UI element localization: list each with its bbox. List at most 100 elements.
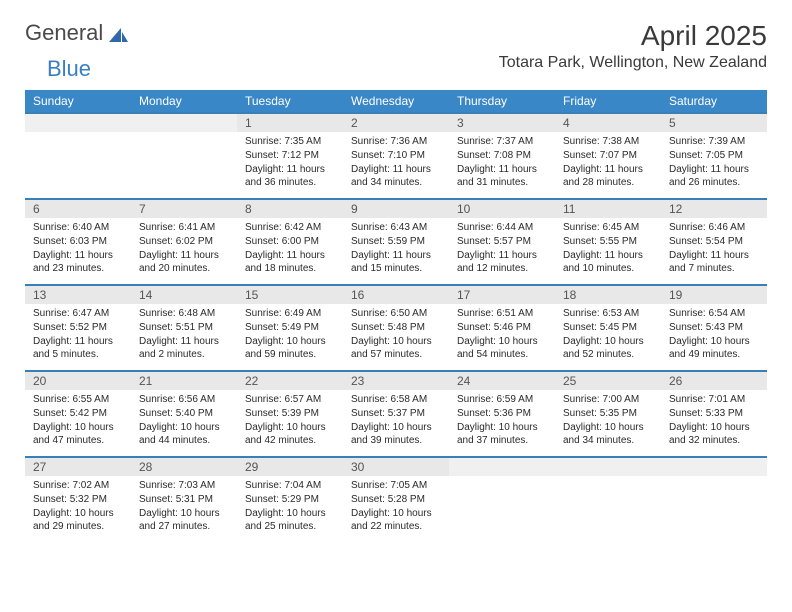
daylight-line: Daylight: 11 hours and 36 minutes. xyxy=(245,163,335,189)
sunrise-line: Sunrise: 6:59 AM xyxy=(457,393,547,406)
calendar-day-cell xyxy=(661,457,767,543)
daylight-line: Daylight: 10 hours and 47 minutes. xyxy=(33,421,123,447)
calendar-day-cell xyxy=(555,457,661,543)
day-number-bar: 22 xyxy=(237,372,343,390)
sunrise-line: Sunrise: 6:41 AM xyxy=(139,221,229,234)
sunrise-line: Sunrise: 7:03 AM xyxy=(139,479,229,492)
daylight-line: Daylight: 11 hours and 28 minutes. xyxy=(563,163,653,189)
sunrise-line: Sunrise: 7:35 AM xyxy=(245,135,335,148)
day-header: Friday xyxy=(555,90,661,113)
day-number-bar: 6 xyxy=(25,200,131,218)
sunset-line: Sunset: 5:45 PM xyxy=(563,321,653,334)
daylight-line: Daylight: 11 hours and 18 minutes. xyxy=(245,249,335,275)
day-details: Sunrise: 6:45 AMSunset: 5:55 PMDaylight:… xyxy=(555,218,661,280)
day-details: Sunrise: 6:44 AMSunset: 5:57 PMDaylight:… xyxy=(449,218,555,280)
day-number-bar: 24 xyxy=(449,372,555,390)
sunrise-line: Sunrise: 7:00 AM xyxy=(563,393,653,406)
sunrise-line: Sunrise: 7:37 AM xyxy=(457,135,547,148)
daylight-line: Daylight: 11 hours and 26 minutes. xyxy=(669,163,759,189)
day-details: Sunrise: 7:37 AMSunset: 7:08 PMDaylight:… xyxy=(449,132,555,194)
calendar-day-cell xyxy=(25,113,131,199)
calendar-day-cell: 17Sunrise: 6:51 AMSunset: 5:46 PMDayligh… xyxy=(449,285,555,371)
sunset-line: Sunset: 5:31 PM xyxy=(139,493,229,506)
title-block: April 2025 Totara Park, Wellington, New … xyxy=(499,20,767,72)
calendar-day-cell: 30Sunrise: 7:05 AMSunset: 5:28 PMDayligh… xyxy=(343,457,449,543)
sunrise-line: Sunrise: 6:43 AM xyxy=(351,221,441,234)
calendar-day-cell xyxy=(449,457,555,543)
daylight-line: Daylight: 10 hours and 34 minutes. xyxy=(563,421,653,447)
sunset-line: Sunset: 5:40 PM xyxy=(139,407,229,420)
calendar-day-cell: 27Sunrise: 7:02 AMSunset: 5:32 PMDayligh… xyxy=(25,457,131,543)
day-details: Sunrise: 6:47 AMSunset: 5:52 PMDaylight:… xyxy=(25,304,131,366)
sunset-line: Sunset: 5:33 PM xyxy=(669,407,759,420)
day-number-bar: 28 xyxy=(131,458,237,476)
calendar-day-cell: 7Sunrise: 6:41 AMSunset: 6:02 PMDaylight… xyxy=(131,199,237,285)
sunrise-line: Sunrise: 7:39 AM xyxy=(669,135,759,148)
daylight-line: Daylight: 11 hours and 2 minutes. xyxy=(139,335,229,361)
calendar-week-row: 1Sunrise: 7:35 AMSunset: 7:12 PMDaylight… xyxy=(25,113,767,199)
daylight-line: Daylight: 11 hours and 31 minutes. xyxy=(457,163,547,189)
logo-text-blue: Blue xyxy=(47,56,91,81)
day-details: Sunrise: 7:02 AMSunset: 5:32 PMDaylight:… xyxy=(25,476,131,538)
day-number-bar: 14 xyxy=(131,286,237,304)
sunset-line: Sunset: 5:32 PM xyxy=(33,493,123,506)
day-number-bar: 1 xyxy=(237,114,343,132)
day-number-bar: 2 xyxy=(343,114,449,132)
sunset-line: Sunset: 5:37 PM xyxy=(351,407,441,420)
day-number-bar: 27 xyxy=(25,458,131,476)
sunset-line: Sunset: 5:48 PM xyxy=(351,321,441,334)
sunrise-line: Sunrise: 6:56 AM xyxy=(139,393,229,406)
day-details: Sunrise: 6:50 AMSunset: 5:48 PMDaylight:… xyxy=(343,304,449,366)
day-number-bar: 25 xyxy=(555,372,661,390)
sunrise-line: Sunrise: 6:50 AM xyxy=(351,307,441,320)
day-number-bar: 16 xyxy=(343,286,449,304)
daylight-line: Daylight: 10 hours and 57 minutes. xyxy=(351,335,441,361)
calendar-day-cell: 11Sunrise: 6:45 AMSunset: 5:55 PMDayligh… xyxy=(555,199,661,285)
day-number-bar: 29 xyxy=(237,458,343,476)
sunset-line: Sunset: 5:28 PM xyxy=(351,493,441,506)
daylight-line: Daylight: 10 hours and 52 minutes. xyxy=(563,335,653,361)
logo-sail-icon xyxy=(107,24,129,42)
calendar-day-cell: 23Sunrise: 6:58 AMSunset: 5:37 PMDayligh… xyxy=(343,371,449,457)
calendar-day-cell: 5Sunrise: 7:39 AMSunset: 7:05 PMDaylight… xyxy=(661,113,767,199)
calendar-week-row: 13Sunrise: 6:47 AMSunset: 5:52 PMDayligh… xyxy=(25,285,767,371)
day-number-bar: 9 xyxy=(343,200,449,218)
calendar-page: General April 2025 Totara Park, Wellingt… xyxy=(0,0,792,563)
calendar-day-cell: 15Sunrise: 6:49 AMSunset: 5:49 PMDayligh… xyxy=(237,285,343,371)
day-details: Sunrise: 6:56 AMSunset: 5:40 PMDaylight:… xyxy=(131,390,237,452)
logo-text-general: General xyxy=(25,20,103,46)
day-details: Sunrise: 7:04 AMSunset: 5:29 PMDaylight:… xyxy=(237,476,343,538)
calendar-day-cell: 24Sunrise: 6:59 AMSunset: 5:36 PMDayligh… xyxy=(449,371,555,457)
day-number-bar: 8 xyxy=(237,200,343,218)
day-details: Sunrise: 6:49 AMSunset: 5:49 PMDaylight:… xyxy=(237,304,343,366)
daylight-line: Daylight: 10 hours and 29 minutes. xyxy=(33,507,123,533)
logo: General xyxy=(25,20,129,46)
day-header: Tuesday xyxy=(237,90,343,113)
sunrise-line: Sunrise: 6:53 AM xyxy=(563,307,653,320)
day-details: Sunrise: 6:53 AMSunset: 5:45 PMDaylight:… xyxy=(555,304,661,366)
calendar-day-cell: 21Sunrise: 6:56 AMSunset: 5:40 PMDayligh… xyxy=(131,371,237,457)
daylight-line: Daylight: 10 hours and 25 minutes. xyxy=(245,507,335,533)
calendar-day-cell: 22Sunrise: 6:57 AMSunset: 5:39 PMDayligh… xyxy=(237,371,343,457)
daylight-line: Daylight: 11 hours and 7 minutes. xyxy=(669,249,759,275)
sunset-line: Sunset: 5:59 PM xyxy=(351,235,441,248)
sunset-line: Sunset: 6:02 PM xyxy=(139,235,229,248)
daylight-line: Daylight: 10 hours and 49 minutes. xyxy=(669,335,759,361)
day-number-bar: 20 xyxy=(25,372,131,390)
calendar-day-cell: 6Sunrise: 6:40 AMSunset: 6:03 PMDaylight… xyxy=(25,199,131,285)
sunrise-line: Sunrise: 7:02 AM xyxy=(33,479,123,492)
day-details: Sunrise: 7:39 AMSunset: 7:05 PMDaylight:… xyxy=(661,132,767,194)
calendar-day-cell: 3Sunrise: 7:37 AMSunset: 7:08 PMDaylight… xyxy=(449,113,555,199)
calendar-day-cell: 1Sunrise: 7:35 AMSunset: 7:12 PMDaylight… xyxy=(237,113,343,199)
day-details: Sunrise: 7:05 AMSunset: 5:28 PMDaylight:… xyxy=(343,476,449,538)
sunrise-line: Sunrise: 6:48 AM xyxy=(139,307,229,320)
day-number-bar xyxy=(25,114,131,132)
calendar-day-cell: 29Sunrise: 7:04 AMSunset: 5:29 PMDayligh… xyxy=(237,457,343,543)
sunrise-line: Sunrise: 6:49 AM xyxy=(245,307,335,320)
calendar-day-cell: 2Sunrise: 7:36 AMSunset: 7:10 PMDaylight… xyxy=(343,113,449,199)
day-number-bar: 3 xyxy=(449,114,555,132)
day-number-bar: 19 xyxy=(661,286,767,304)
sunset-line: Sunset: 5:43 PM xyxy=(669,321,759,334)
calendar-day-cell: 9Sunrise: 6:43 AMSunset: 5:59 PMDaylight… xyxy=(343,199,449,285)
sunset-line: Sunset: 5:54 PM xyxy=(669,235,759,248)
